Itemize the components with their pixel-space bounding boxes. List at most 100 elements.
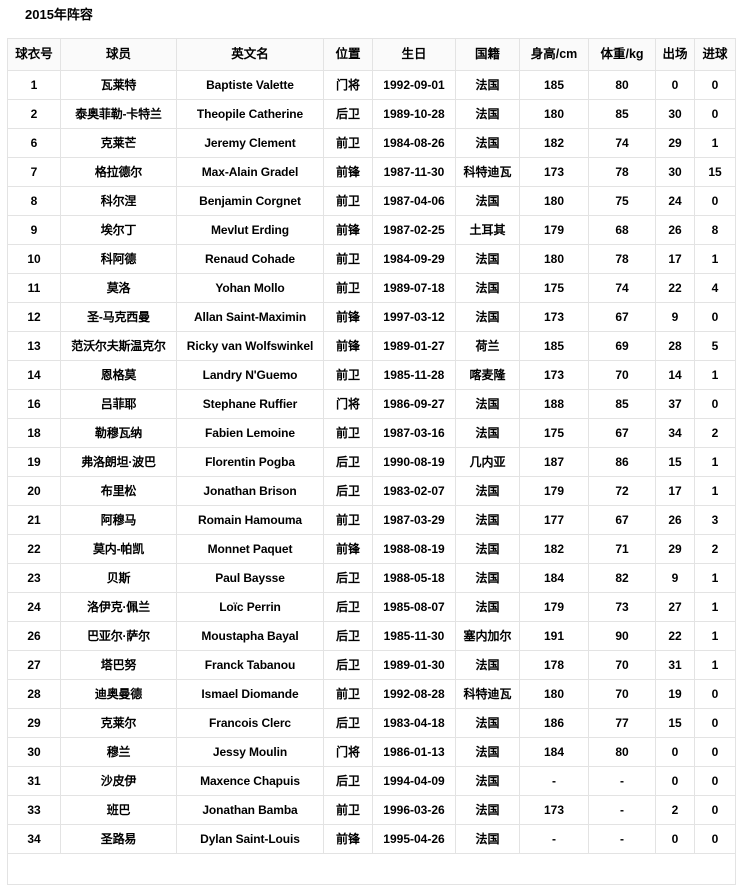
table-row: 10 科阿德 Renaud Cohade 前卫 1984-09-29 法国 180 78 17 1 (7, 244, 736, 274)
table-row: 33 班巴 Jonathan Bamba 前卫 1996-03-26 法国 173-2 0 (7, 795, 736, 825)
table-row: 18 勒穆瓦纳 Fabien Lemoine 前卫 1987-03-16 法国 175 67 3… (7, 418, 736, 448)
cell-nationality: 法国 (455, 534, 520, 564)
cell-goals: 0 (694, 737, 736, 767)
cell-height: 179 (519, 592, 589, 622)
table-row: 34 圣路易 Dylan Saint-Louis 前锋 1995-04-26 法国 - -0 0 (7, 824, 736, 854)
table-spacer-row (7, 853, 736, 885)
column-header-goals[interactable]: 进球 (694, 38, 736, 71)
cell-weight: 67 (588, 302, 656, 332)
cell-nationality: 法国 (455, 99, 520, 129)
table-row: 11 莫洛 Yohan Mollo 前卫 1989-07-18 法国 175 74 22 4 (7, 273, 736, 303)
cell-player: 迪奥曼德 (60, 679, 177, 709)
cell-empty (176, 853, 324, 885)
cell-goals: 0 (694, 795, 736, 825)
cell-english: Max-Alain Gradel (176, 157, 324, 187)
cell-position: 前卫 (323, 679, 373, 709)
cell-height: 175 (519, 418, 589, 448)
cell-player: 恩格莫 (60, 360, 177, 390)
cell-number: 20 (7, 476, 61, 506)
cell-apps: 28 (655, 331, 695, 361)
cell-apps: 9 (655, 563, 695, 593)
column-header-number[interactable]: 球衣号 (7, 38, 61, 71)
cell-weight: 75 (588, 186, 656, 216)
table-row: 9 埃尔丁 Mevlut Erding 前锋 1987-02-25 土耳其 179 68 26 8 (7, 215, 736, 245)
cell-height: 173 (519, 157, 589, 187)
cell-english: Moustapha Bayal (176, 621, 324, 651)
cell-birthday: 1983-02-07 (372, 476, 456, 506)
cell-english: Baptiste Valette (176, 70, 324, 100)
cell-empty (588, 853, 656, 885)
cell-birthday: 1986-01-13 (372, 737, 456, 767)
cell-nationality: 法国 (455, 70, 520, 100)
cell-weight: 74 (588, 273, 656, 303)
cell-apps: 29 (655, 534, 695, 564)
cell-apps: 0 (655, 737, 695, 767)
cell-nationality: 法国 (455, 418, 520, 448)
cell-position: 前卫 (323, 360, 373, 390)
cell-goals: 0 (694, 99, 736, 129)
cell-player: 沙皮伊 (60, 766, 177, 796)
column-header-weight[interactable]: 体重/kg (588, 38, 656, 71)
cell-birthday: 1986-09-27 (372, 389, 456, 419)
cell-number: 30 (7, 737, 61, 767)
cell-birthday: 1989-10-28 (372, 99, 456, 129)
cell-player: 贝斯 (60, 563, 177, 593)
cell-player: 塔巴努 (60, 650, 177, 680)
cell-weight: 80 (588, 70, 656, 100)
cell-apps: 15 (655, 447, 695, 477)
cell-english: Maxence Chapuis (176, 766, 324, 796)
column-header-nationality[interactable]: 国籍 (455, 38, 520, 71)
roster-table-container: 球衣号 球员 英文名 位置 生日 国籍 身高/cm 体重/kg 出场 进球 1 瓦莱特 Baptist… (7, 38, 736, 885)
column-header-birthday[interactable]: 生日 (372, 38, 456, 71)
cell-number: 21 (7, 505, 61, 535)
cell-height: 180 (519, 99, 589, 129)
cell-goals: 0 (694, 766, 736, 796)
cell-birthday: 1987-03-16 (372, 418, 456, 448)
cell-height: 186 (519, 708, 589, 738)
cell-apps: 0 (655, 824, 695, 854)
cell-birthday: 1985-08-07 (372, 592, 456, 622)
cell-number: 14 (7, 360, 61, 390)
column-header-height[interactable]: 身高/cm (519, 38, 589, 71)
table-row: 24 洛伊克·佩兰 Loïc Perrin 后卫 1985-08-07 法国 179 73 27… (7, 592, 736, 622)
cell-goals: 4 (694, 273, 736, 303)
cell-player: 圣-马克西曼 (60, 302, 177, 332)
cell-nationality: 法国 (455, 563, 520, 593)
cell-apps: 34 (655, 418, 695, 448)
cell-birthday: 1990-08-19 (372, 447, 456, 477)
cell-apps: 22 (655, 621, 695, 651)
cell-weight: 90 (588, 621, 656, 651)
cell-height: 185 (519, 331, 589, 361)
cell-nationality: 法国 (455, 244, 520, 274)
cell-birthday: 1989-01-27 (372, 331, 456, 361)
column-header-apps[interactable]: 出场 (655, 38, 695, 71)
cell-apps: 30 (655, 99, 695, 129)
cell-birthday: 1987-02-25 (372, 215, 456, 245)
table-row: 23 贝斯 Paul Baysse 后卫 1988-05-18 法国 184 82 9 1 (7, 563, 736, 593)
column-header-player[interactable]: 球员 (60, 38, 177, 71)
cell-number: 27 (7, 650, 61, 680)
cell-weight: 82 (588, 563, 656, 593)
cell-position: 门将 (323, 70, 373, 100)
table-row: 21 阿穆马 Romain Hamouma 前卫 1987-03-29 法国 177 67 26… (7, 505, 736, 535)
cell-apps: 31 (655, 650, 695, 680)
cell-empty (694, 853, 736, 885)
table-row: 19 弗洛朗坦·波巴 Florentin Pogba 后卫 1990-08-19 几内亚 1… (7, 447, 736, 477)
cell-player: 班巴 (60, 795, 177, 825)
cell-weight: 71 (588, 534, 656, 564)
column-header-position[interactable]: 位置 (323, 38, 373, 71)
cell-goals: 1 (694, 360, 736, 390)
cell-english: Ismael Diomande (176, 679, 324, 709)
table-header: 球衣号 球员 英文名 位置 生日 国籍 身高/cm 体重/kg 出场 进球 (7, 38, 736, 71)
table-row: 2 泰奥菲勒-卡特兰 Theopile Catherine 后卫 1989-10-28 法… (7, 99, 736, 129)
table-header-row: 球衣号 球员 英文名 位置 生日 国籍 身高/cm 体重/kg 出场 进球 (7, 38, 736, 71)
cell-english: Yohan Mollo (176, 273, 324, 303)
cell-player: 穆兰 (60, 737, 177, 767)
cell-english: Fabien Lemoine (176, 418, 324, 448)
cell-birthday: 1992-09-01 (372, 70, 456, 100)
cell-height: 188 (519, 389, 589, 419)
cell-height: 187 (519, 447, 589, 477)
column-header-english[interactable]: 英文名 (176, 38, 324, 71)
cell-number: 19 (7, 447, 61, 477)
cell-birthday: 1995-04-26 (372, 824, 456, 854)
